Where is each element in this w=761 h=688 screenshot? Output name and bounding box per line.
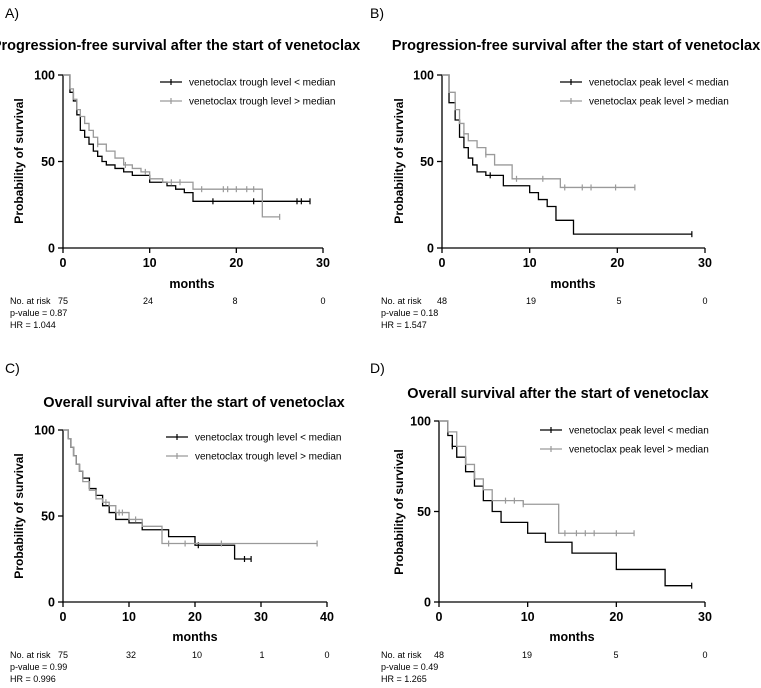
panel-2-x-tick-label: 20 (610, 256, 624, 270)
panel-1-x-tick-label: 0 (60, 256, 67, 270)
panel-1-series-high-curve (63, 74, 280, 218)
panel-1-x-tick-label: 10 (143, 256, 157, 270)
panel-2-x-axis-label: months (550, 277, 595, 291)
panel-3-risk-label: No. at risk (10, 650, 51, 660)
panel-3-p-value: p-value = 0.99 (10, 662, 67, 672)
panel-4-risk-value: 5 (613, 650, 618, 660)
panel-4-series-low-curve (439, 420, 692, 587)
panel-3-letter: C) (5, 360, 20, 376)
panel-1-risk-value: 0 (320, 296, 325, 306)
panel-2-legend-label: venetoclax peak level > median (589, 97, 729, 108)
panel-4-x-tick-label: 0 (436, 610, 443, 624)
panel-4-y-axis-label: Probability of survival (392, 449, 406, 574)
panel-4-x-tick-label: 20 (609, 610, 623, 624)
panel-2-risk-value: 0 (702, 296, 707, 306)
panel-1-x-tick-label: 20 (229, 256, 243, 270)
panel-3-y-tick-label: 50 (41, 510, 55, 524)
panel-3-x-tick-label: 30 (254, 610, 268, 624)
panel-2-series-high-curve (442, 74, 635, 189)
panel-1-x-axis-label: months (169, 277, 214, 291)
panel-3-y-tick-label: 100 (34, 424, 55, 438)
panel-3-series-high-curve (63, 429, 318, 545)
panel-4-risk-value: 0 (702, 650, 707, 660)
panel-4-risk-label: No. at risk (381, 650, 422, 660)
panel-4-legend-label: venetoclax peak level > median (569, 445, 709, 456)
panel-1-risk-label: No. at risk (10, 296, 51, 306)
panel-2-risk-label: No. at risk (381, 296, 422, 306)
panel-3-x-axis-label: months (172, 630, 217, 644)
panel-1-legend-label: venetoclax trough level < median (189, 78, 335, 89)
panel-2-y-axis-label: Probability of survival (392, 98, 406, 223)
panel-4-y-tick-label: 50 (417, 505, 431, 519)
panel-3-legend-label: venetoclax trough level > median (195, 452, 341, 463)
panel-2-series-low-curve (442, 74, 692, 235)
panel-4-y-tick-label: 0 (424, 596, 431, 610)
panel-4-x-axis-label: months (549, 630, 594, 644)
panel-2-legend-label: venetoclax peak level < median (589, 78, 729, 89)
panel-2-title: Progression-free survival after the star… (392, 38, 760, 54)
panel-1-y-tick-label: 50 (41, 155, 55, 169)
panel-3-x-tick-label: 20 (188, 610, 202, 624)
panel-3-x-tick-label: 10 (122, 610, 136, 624)
panel-2-risk-value: 19 (526, 296, 536, 306)
panel-2-p-value: p-value = 0.18 (381, 308, 438, 318)
panel-4-legend-label: venetoclax peak level < median (569, 426, 709, 437)
panel-1-risk-value: 8 (232, 296, 237, 306)
panel-1-x-tick-label: 30 (316, 256, 330, 270)
panel-4-title: Overall survival after the start of vene… (407, 386, 708, 402)
panel-3-risk-value: 10 (192, 650, 202, 660)
panel-3-risk-value: 0 (324, 650, 329, 660)
panel-1-legend-label: venetoclax trough level > median (189, 97, 335, 108)
panel-2-y-tick-label: 100 (413, 69, 434, 83)
panel-4-hazard-ratio: HR = 1.265 (381, 674, 427, 684)
panel-3-x-tick-label: 40 (320, 610, 334, 624)
panel-3-legend-label: venetoclax trough level < median (195, 433, 341, 444)
panel-4-letter: D) (370, 360, 385, 376)
panel-1-y-axis-label: Probability of survival (12, 98, 26, 223)
panel-4-series-high-curve (439, 420, 635, 534)
panel-3-hazard-ratio: HR = 0.996 (10, 674, 56, 684)
panel-2-risk-value: 48 (437, 296, 447, 306)
panel-3-x-tick-label: 0 (60, 610, 67, 624)
panel-1-y-tick-label: 0 (48, 242, 55, 256)
panel-2-x-tick-label: 30 (698, 256, 712, 270)
panel-1-series-low-curve (63, 74, 310, 202)
panel-4-x-tick-label: 10 (521, 610, 535, 624)
panel-2-x-tick-label: 0 (439, 256, 446, 270)
panel-4-risk-value: 48 (434, 650, 444, 660)
panel-3-y-axis-label: Probability of survival (12, 453, 26, 578)
panel-4-risk-value: 19 (522, 650, 532, 660)
panel-1-p-value: p-value = 0.87 (10, 308, 67, 318)
panel-2-hazard-ratio: HR = 1.547 (381, 320, 427, 330)
panel-2-x-tick-label: 10 (523, 256, 537, 270)
panel-3-title: Overall survival after the start of vene… (43, 395, 344, 411)
panel-3-y-tick-label: 0 (48, 596, 55, 610)
panel-4-p-value: p-value = 0.49 (381, 662, 438, 672)
panel-2-risk-value: 5 (616, 296, 621, 306)
panel-1-letter: A) (5, 5, 19, 21)
panel-4-x-tick-label: 30 (698, 610, 712, 624)
panel-3-risk-value: 32 (126, 650, 136, 660)
panel-1-title: Progression-free survival after the star… (0, 38, 360, 54)
panel-2-y-tick-label: 0 (427, 242, 434, 256)
panel-4-y-tick-label: 100 (410, 415, 431, 429)
panel-3-risk-value: 75 (58, 650, 68, 660)
panel-3-risk-value: 1 (259, 650, 264, 660)
panel-1-risk-value: 75 (58, 296, 68, 306)
panel-2-letter: B) (370, 5, 384, 21)
panel-1-risk-value: 24 (143, 296, 153, 306)
panel-1-y-tick-label: 100 (34, 69, 55, 83)
panel-1-hazard-ratio: HR = 1.044 (10, 320, 56, 330)
panel-3-series-low-curve (63, 429, 252, 560)
panel-2-y-tick-label: 50 (420, 155, 434, 169)
